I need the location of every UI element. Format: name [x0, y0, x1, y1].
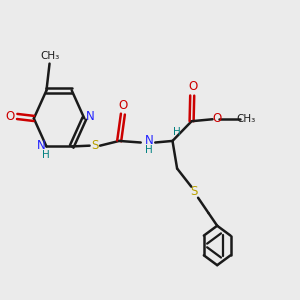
Text: O: O: [5, 110, 15, 123]
Text: O: O: [188, 80, 197, 93]
Text: S: S: [191, 185, 198, 198]
Text: O: O: [212, 112, 221, 125]
Text: N: N: [145, 134, 154, 147]
Text: O: O: [119, 99, 128, 112]
Text: H: H: [173, 127, 181, 137]
Text: H: H: [42, 150, 50, 160]
Text: N: N: [37, 139, 46, 152]
Text: N: N: [85, 110, 94, 123]
Text: S: S: [92, 139, 99, 152]
Text: CH₃: CH₃: [40, 51, 60, 61]
Text: CH₃: CH₃: [236, 114, 256, 124]
Text: H: H: [145, 146, 153, 155]
